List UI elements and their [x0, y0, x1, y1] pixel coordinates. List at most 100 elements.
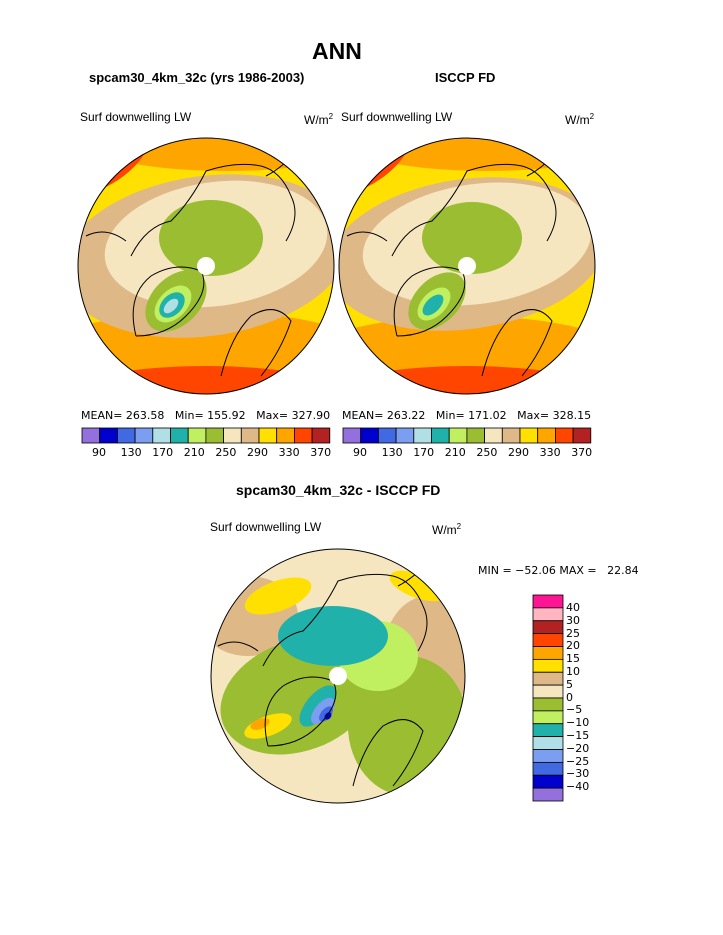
colorbar-tick-label: 15	[566, 652, 580, 666]
colorbar-swatch	[170, 427, 189, 444]
panel-right-units: W/m2	[565, 112, 594, 127]
colorbar-tick-label: 170	[152, 446, 174, 459]
panel-left-stats: MEAN= 263.58 Min= 155.92 Max= 327.90	[81, 409, 330, 422]
colorbar-tick-label: 210	[444, 446, 466, 459]
contour-fill	[244, 713, 292, 739]
colorbar-tick-label: −40	[566, 780, 590, 794]
contour-fill	[324, 712, 332, 720]
colorbar-tick-label: −10	[566, 716, 590, 730]
colorbar-swatch	[293, 427, 313, 444]
colorbar-swatch	[240, 427, 260, 444]
colorbar-swatch	[537, 427, 556, 444]
min-label: Min=	[435, 409, 465, 422]
colorbar-tick-label: 210	[183, 446, 205, 459]
colorbar-swatch	[311, 427, 331, 444]
contour-fill	[339, 138, 595, 171]
contour-fill	[389, 570, 447, 602]
mean-label: MEAN=	[342, 409, 384, 422]
colorbar-swatch	[532, 736, 564, 750]
colorbar-tick-label: 130	[381, 446, 403, 459]
max-value: 328.15	[552, 409, 592, 422]
colorbar-swatch	[532, 607, 564, 622]
colorbar-tick-label: 40	[566, 601, 580, 614]
diff-subtitle: spcam30_4km_32c - ISCCP FD	[236, 482, 441, 498]
panel-left-subtitle: spcam30_4km_32c (yrs 1986-2003)	[89, 70, 305, 85]
colorbar-tick-label: −15	[566, 729, 590, 742]
colorbar-tick-label: 330	[278, 446, 300, 459]
colorbar-swatch	[342, 427, 362, 444]
units-exp: 2	[328, 112, 334, 121]
colorbar-tick-label: 370	[571, 446, 593, 459]
colorbar-swatch	[223, 427, 242, 444]
colorbar-swatch	[258, 427, 278, 444]
units-text: W/m	[432, 523, 457, 537]
pole-mask	[329, 667, 347, 685]
colorbar-swatch	[484, 427, 503, 444]
colorbar-swatch	[532, 710, 564, 725]
colorbar-swatch	[532, 658, 564, 673]
colorbar-swatch	[532, 646, 564, 660]
mean-label: MEAN=	[81, 409, 123, 422]
colorbar-swatch	[377, 427, 397, 444]
colorbar-swatch	[99, 427, 118, 444]
colorbar-tick-label: 250	[215, 446, 237, 459]
colorbar-swatch	[466, 427, 485, 444]
panel-right-subtitle: ISCCP FD	[435, 70, 496, 85]
colorbar-swatch	[117, 427, 136, 444]
colorbar-swatch	[205, 427, 224, 444]
mean-value: 263.58	[125, 409, 165, 422]
panel-left-field: Surf downwelling LW	[80, 110, 192, 124]
colorbar-tick-label: 330	[539, 446, 561, 459]
diff-map-border	[210, 548, 466, 804]
colorbar-tick-label: 20	[566, 639, 580, 653]
panel-right-stats: MEAN= 263.22 Min= 171.02 Max= 328.15	[342, 409, 591, 422]
pole-mask	[197, 257, 215, 275]
colorbar-swatch	[572, 427, 592, 444]
colorbar-tick-label: 170	[413, 446, 435, 459]
colorbar-swatch	[413, 427, 432, 444]
units-text: W/m	[304, 113, 329, 127]
colorbar-swatch	[532, 620, 564, 635]
contour-fill	[244, 577, 312, 615]
contour-fill	[422, 294, 444, 316]
colorbar-tick-label: 10	[566, 665, 580, 678]
colorbar-tick-label: −20	[566, 741, 590, 755]
colorbar-tick-label: −30	[566, 767, 590, 781]
contour-fill	[78, 138, 334, 171]
panel-left-units: W/m2	[304, 112, 333, 127]
min-label: Min=	[174, 409, 204, 422]
colorbar-swatch	[276, 427, 295, 444]
mean-value: 263.22	[386, 409, 426, 422]
colorbar-tick-label: 30	[566, 613, 580, 627]
colorbar-swatch	[395, 427, 415, 444]
pole-mask	[458, 257, 476, 275]
colorbar-swatch	[532, 633, 564, 647]
colorbar-swatch	[532, 749, 564, 763]
min-value: 171.02	[468, 409, 507, 422]
colorbar-tick-label: −5	[566, 703, 583, 717]
diff-units: W/m2	[432, 522, 461, 537]
max-value: 327.90	[291, 409, 331, 422]
units-text: W/m	[565, 113, 590, 127]
colorbar-swatch	[532, 723, 564, 738]
colorbar-tick-label: 370	[310, 446, 332, 459]
colorbar-swatch	[532, 761, 564, 776]
units-exp: 2	[589, 112, 595, 121]
diff-map	[211, 549, 465, 803]
colorbar-swatch	[532, 684, 564, 699]
colorbar-swatch	[532, 697, 564, 712]
colorbar-tick-label: 0	[566, 690, 573, 704]
colorbar-swatch	[532, 594, 564, 609]
diff-minmax: MIN = −52.06 MAX = 22.84	[478, 564, 639, 577]
colorbar-swatch	[448, 427, 468, 444]
contour-fill	[278, 606, 388, 666]
max-label: Max=	[256, 409, 289, 422]
colorbar-swatch	[360, 427, 379, 444]
colorbar-swatch	[519, 427, 539, 444]
contour-fill	[422, 202, 522, 274]
colorbar-tick-label: 290	[247, 446, 268, 459]
units-exp: 2	[456, 522, 462, 531]
colorbar-swatch	[501, 427, 521, 444]
